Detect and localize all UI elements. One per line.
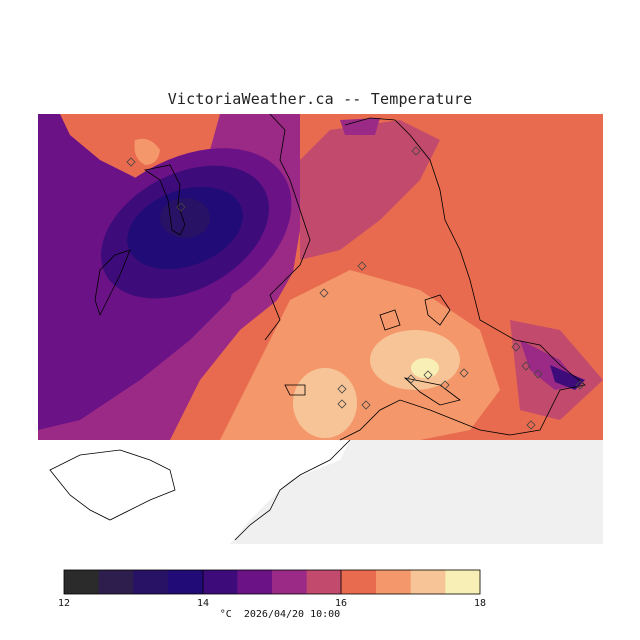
colorbar-cell [445,570,481,594]
colorbar-cell [376,570,412,594]
station-markers [126,146,585,430]
colorbar-tick-12: 12 [57,598,71,609]
colorbar-tick-18: 18 [473,598,487,609]
diamond-icon [423,370,433,380]
colorbar-cell [202,570,238,594]
diamond-icon [521,361,531,371]
diamond-icon [337,384,347,394]
unit-label: °C [219,609,232,620]
colorbar-cell [410,570,446,594]
diamond-icon [319,288,329,298]
diamond-icon [357,261,367,271]
diamond-icon [361,400,371,410]
diamond-icon [440,380,450,390]
diamond-icon [126,157,136,167]
diamond-icon [406,374,416,384]
diamond-icon [411,146,421,156]
diamond-icon [176,202,186,212]
colorbar-cell [98,570,134,594]
coastlines [49,113,586,541]
timestamp: 2026/04/20 10:00 [243,609,341,620]
diamond-icon [533,369,543,379]
temperature-field [38,114,603,440]
no-data-area [38,440,350,544]
colorbar-tick-14: 14 [196,598,210,609]
colorbar-cell [133,570,169,594]
colorbar-cell [272,570,308,594]
colorbar-cell [341,570,377,594]
diamond-icon [511,342,521,352]
colorbar-cell [168,570,204,594]
colorbar-cell [64,570,100,594]
unit-and-timestamp: °C 2026/04/20 10:00 [0,609,560,620]
colorbar-cell [306,570,342,594]
colorbar-cell [237,570,273,594]
diamond-icon [459,368,469,378]
colorbar-tick-16: 16 [334,598,348,609]
diamond-icon [526,420,536,430]
diamond-icon [337,399,347,409]
page-title: VictoriaWeather.ca -- Temperature [167,90,473,108]
diamond-icon [575,380,585,390]
